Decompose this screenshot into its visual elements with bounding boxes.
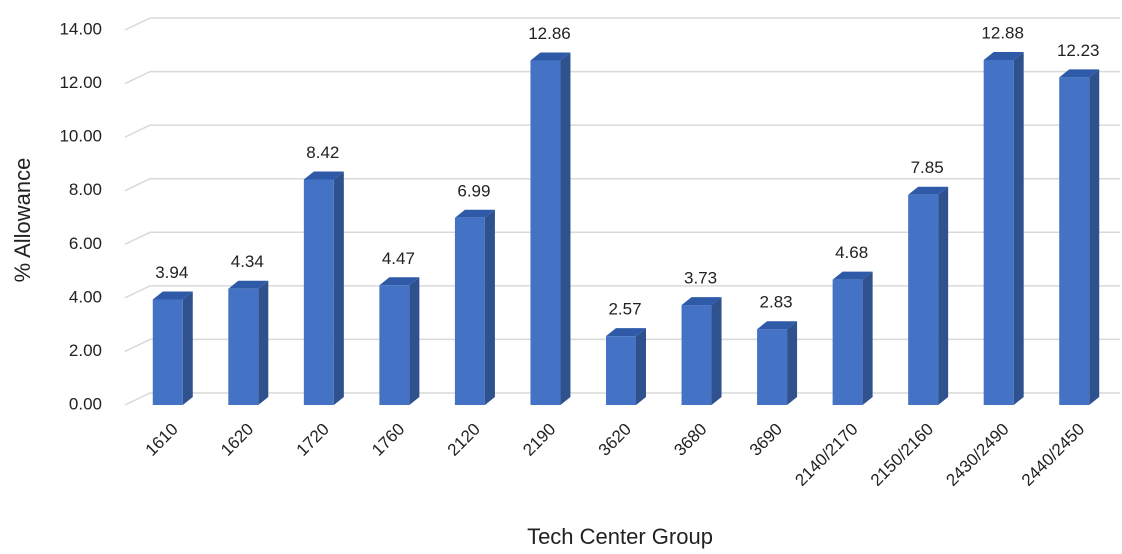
y-axis-title: % Allowance bbox=[10, 158, 35, 283]
bar-top bbox=[228, 280, 269, 289]
bar-side bbox=[711, 297, 722, 405]
x-tick-label: 2430/2490 bbox=[942, 420, 1012, 490]
bar-side bbox=[560, 52, 571, 406]
y-tick-label: 6.00 bbox=[69, 234, 102, 253]
bar bbox=[681, 297, 722, 405]
bar bbox=[983, 52, 1024, 405]
data-label: 3.73 bbox=[684, 269, 717, 288]
bar-front bbox=[454, 217, 485, 405]
x-tick-label: 3690 bbox=[746, 420, 786, 460]
bar-front bbox=[152, 299, 183, 405]
y-tick-label: 0.00 bbox=[69, 394, 102, 413]
bar bbox=[228, 280, 269, 405]
data-label: 12.23 bbox=[1057, 41, 1100, 60]
bar-side bbox=[258, 280, 269, 405]
bar-top bbox=[303, 171, 344, 180]
grid-line bbox=[124, 70, 1120, 85]
bar-front bbox=[1059, 77, 1090, 406]
bar-side bbox=[409, 277, 420, 405]
grid-line bbox=[124, 285, 1120, 299]
y-tick-label: 4.00 bbox=[69, 287, 102, 306]
bar-front bbox=[379, 285, 410, 405]
bar-side bbox=[333, 171, 344, 405]
bar-top bbox=[152, 291, 193, 300]
x-tick-label: 1620 bbox=[217, 420, 257, 460]
bar bbox=[379, 277, 420, 405]
data-label: 8.42 bbox=[306, 143, 339, 162]
x-tick-label: 2140/2170 bbox=[791, 420, 861, 490]
bar bbox=[832, 271, 873, 405]
bar bbox=[1059, 69, 1100, 406]
bar bbox=[303, 171, 344, 405]
data-label: 2.83 bbox=[760, 293, 793, 312]
y-tick-label: 10.00 bbox=[59, 127, 102, 146]
grid-line bbox=[124, 177, 1120, 192]
x-tick-label: 1610 bbox=[142, 420, 182, 460]
bar bbox=[908, 186, 949, 405]
bar bbox=[606, 328, 646, 405]
y-tick-label: 8.00 bbox=[69, 180, 102, 199]
data-label: 4.47 bbox=[382, 249, 415, 268]
data-label: 2.57 bbox=[608, 300, 641, 319]
grid-line bbox=[124, 17, 1120, 31]
x-tick-label: 2190 bbox=[519, 420, 559, 460]
bar-top bbox=[983, 52, 1024, 60]
data-label: 4.68 bbox=[835, 243, 868, 262]
x-tick-label: 2120 bbox=[444, 420, 484, 460]
bar-side bbox=[1013, 52, 1024, 405]
bar-top bbox=[530, 52, 571, 61]
data-label: 4.34 bbox=[231, 252, 264, 271]
y-tick-label: 14.00 bbox=[59, 19, 102, 38]
bar-top bbox=[379, 277, 420, 286]
x-tick-label: 3680 bbox=[670, 420, 710, 460]
bar-front bbox=[606, 336, 636, 405]
data-label: 6.99 bbox=[457, 181, 490, 200]
grid-line bbox=[124, 231, 1120, 245]
bar bbox=[152, 291, 193, 405]
x-tick-label: 2150/2160 bbox=[867, 420, 937, 490]
bar-front bbox=[908, 194, 939, 405]
bar-side bbox=[484, 209, 495, 405]
bar-front bbox=[757, 329, 788, 405]
data-label: 7.85 bbox=[911, 158, 944, 177]
bar-side bbox=[787, 321, 798, 405]
x-axis-title: Tech Center Group bbox=[527, 524, 713, 549]
bar bbox=[757, 321, 798, 405]
bar bbox=[454, 209, 495, 405]
bar-front bbox=[530, 60, 561, 406]
bar-front bbox=[303, 179, 334, 405]
bar-side bbox=[862, 271, 873, 405]
grid-line bbox=[124, 124, 1120, 138]
bar-top bbox=[1059, 69, 1100, 78]
bar-top bbox=[681, 297, 722, 306]
bar-top bbox=[908, 186, 949, 195]
x-tick-label: 2440/2450 bbox=[1018, 420, 1088, 490]
x-tick-label: 3620 bbox=[595, 420, 635, 460]
x-tick-label: 1760 bbox=[368, 420, 408, 460]
bar-front bbox=[832, 279, 863, 405]
bar bbox=[530, 52, 571, 406]
bar-side bbox=[938, 186, 949, 405]
bar-top bbox=[454, 209, 495, 218]
bar-top bbox=[606, 328, 646, 337]
bar-side bbox=[636, 328, 646, 405]
data-label: 12.88 bbox=[981, 23, 1024, 42]
y-tick-label: 2.00 bbox=[69, 341, 102, 360]
bar-side bbox=[1089, 69, 1100, 406]
bar-top bbox=[832, 271, 873, 280]
bar-front bbox=[681, 305, 712, 405]
x-tick-label: 1720 bbox=[293, 420, 333, 460]
data-label: 3.94 bbox=[155, 263, 188, 282]
bar-side bbox=[182, 291, 193, 405]
bar-top bbox=[757, 321, 798, 330]
bar-front bbox=[983, 60, 1014, 405]
y-tick-label: 12.00 bbox=[59, 73, 102, 92]
data-label: 12.86 bbox=[528, 24, 571, 43]
bar-front bbox=[228, 288, 259, 405]
